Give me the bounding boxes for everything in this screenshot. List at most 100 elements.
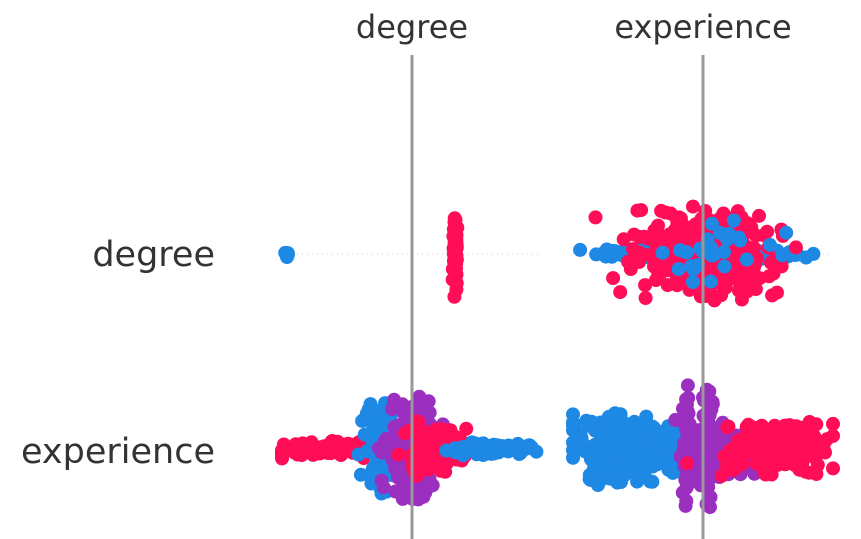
point-degree-experience-c3 bbox=[732, 230, 746, 245]
point-degree-experience-c2 bbox=[762, 269, 777, 284]
point-experience-degree-c0 bbox=[328, 437, 343, 452]
point-experience-experience-c6 bbox=[755, 447, 770, 462]
point-experience-experience-c0 bbox=[566, 418, 580, 433]
point-experience-degree-c2 bbox=[422, 405, 437, 420]
point-experience-experience-c0 bbox=[596, 449, 611, 464]
point-experience-experience-c6 bbox=[742, 423, 757, 437]
point-degree-experience-c3 bbox=[726, 213, 741, 228]
point-experience-experience-c6 bbox=[725, 442, 740, 457]
point-experience-experience-c5 bbox=[703, 437, 717, 452]
point-experience-experience-c3 bbox=[668, 412, 683, 427]
point-experience-degree-c3 bbox=[391, 447, 406, 462]
point-degree-experience-c3 bbox=[678, 245, 693, 259]
point-degree-degree-c1 bbox=[448, 230, 463, 245]
point-degree-experience-c3 bbox=[703, 274, 718, 289]
point-degree-experience-c0 bbox=[573, 242, 588, 257]
point-experience-degree-c2 bbox=[379, 431, 394, 446]
point-experience-experience-c3 bbox=[689, 431, 704, 446]
point-degree-experience-c3 bbox=[707, 247, 721, 262]
point-experience-experience-c6 bbox=[766, 422, 781, 437]
point-experience-degree-c2 bbox=[374, 445, 389, 460]
point-degree-experience-c2 bbox=[636, 247, 651, 262]
point-degree-experience-c2 bbox=[718, 280, 733, 295]
point-experience-experience-c3 bbox=[685, 474, 700, 489]
point-experience-experience-c1 bbox=[639, 442, 654, 457]
point-experience-experience-c1 bbox=[653, 431, 668, 446]
point-degree-experience-c2 bbox=[637, 229, 652, 244]
point-degree-degree-c0 bbox=[278, 245, 293, 260]
point-experience-degree-c1 bbox=[353, 467, 368, 482]
point-experience-experience-c1 bbox=[665, 465, 680, 480]
point-experience-experience-c6 bbox=[792, 429, 806, 444]
point-experience-experience-c0 bbox=[586, 468, 601, 483]
point-experience-degree-c1 bbox=[363, 397, 378, 412]
point-experience-experience-c2 bbox=[679, 493, 694, 508]
point-experience-experience-c5 bbox=[693, 452, 708, 467]
point-experience-degree-c4 bbox=[524, 440, 539, 455]
point-experience-experience-c0 bbox=[578, 444, 593, 459]
point-experience-degree-c3 bbox=[438, 423, 452, 438]
point-degree-experience-c3 bbox=[779, 225, 794, 240]
panels-group bbox=[275, 55, 840, 539]
point-degree-experience-c2 bbox=[727, 248, 742, 263]
point-experience-experience-c1 bbox=[638, 431, 653, 446]
point-experience-experience-c0 bbox=[607, 461, 622, 476]
point-degree-experience-c2 bbox=[694, 217, 709, 232]
point-experience-experience-c6 bbox=[721, 419, 736, 434]
point-degree-experience-c2 bbox=[613, 285, 628, 300]
point-degree-experience-c3 bbox=[713, 225, 727, 240]
column-title-degree: degree bbox=[356, 8, 468, 46]
point-experience-experience-c0 bbox=[601, 409, 616, 424]
point-experience-experience-c6 bbox=[720, 458, 734, 473]
point-degree-experience-c2 bbox=[788, 240, 803, 255]
point-degree-experience-c2 bbox=[647, 223, 662, 238]
point-experience-experience-c4 bbox=[702, 408, 717, 423]
point-experience-degree-c2 bbox=[390, 470, 405, 485]
point-degree-experience-c2 bbox=[694, 286, 708, 301]
point-experience-experience-c6 bbox=[826, 416, 840, 431]
point-degree-experience-c2 bbox=[670, 278, 685, 293]
point-degree-experience-c2 bbox=[638, 278, 653, 293]
point-experience-experience-c6 bbox=[730, 458, 745, 473]
point-experience-experience-c6 bbox=[680, 456, 695, 471]
point-degree-experience-c2 bbox=[621, 254, 636, 269]
point-degree-experience-c3 bbox=[685, 275, 700, 289]
point-degree-experience-c2 bbox=[734, 292, 749, 307]
row-label-degree: degree bbox=[92, 235, 215, 275]
point-degree-experience-c2 bbox=[752, 208, 766, 223]
point-experience-experience-c6 bbox=[767, 433, 782, 448]
point-degree-experience-c3 bbox=[717, 259, 732, 274]
point-degree-degree-c1 bbox=[447, 289, 462, 304]
point-experience-degree-c3 bbox=[410, 414, 425, 429]
point-experience-experience-c6 bbox=[806, 443, 821, 458]
point-experience-experience-c1 bbox=[626, 460, 641, 475]
point-experience-degree-c3 bbox=[425, 426, 440, 441]
point-degree-experience-c2 bbox=[588, 210, 603, 225]
point-degree-experience-c3 bbox=[655, 245, 670, 260]
row-label-experience: experience bbox=[21, 432, 215, 472]
point-experience-experience-c6 bbox=[784, 456, 799, 471]
point-experience-degree-c4 bbox=[465, 444, 479, 459]
point-experience-degree-c2 bbox=[393, 482, 408, 497]
point-degree-experience-c2 bbox=[750, 251, 765, 266]
point-degree-experience-c2 bbox=[616, 232, 631, 247]
point-degree-experience-c2 bbox=[606, 271, 621, 286]
point-degree-experience-c0 bbox=[608, 244, 623, 259]
point-degree-experience-c2 bbox=[630, 203, 645, 218]
point-experience-experience-c0 bbox=[593, 421, 608, 436]
point-experience-experience-c1 bbox=[661, 451, 676, 465]
point-degree-experience-c2 bbox=[742, 278, 757, 293]
point-degree-experience-c2 bbox=[626, 242, 640, 257]
point-experience-degree-c4 bbox=[490, 438, 505, 453]
point-experience-experience-c6 bbox=[790, 440, 804, 455]
point-experience-experience-c2 bbox=[676, 401, 690, 416]
point-degree-experience-c2 bbox=[638, 291, 653, 305]
point-experience-experience-c0 bbox=[566, 450, 580, 465]
point-experience-experience-c1 bbox=[663, 440, 678, 454]
point-degree-experience-c2 bbox=[686, 199, 700, 214]
point-experience-experience-c0 bbox=[614, 413, 629, 427]
point-degree-experience-c2 bbox=[649, 273, 663, 288]
point-experience-degree-c3 bbox=[398, 426, 412, 441]
point-degree-experience-c3 bbox=[671, 262, 686, 277]
